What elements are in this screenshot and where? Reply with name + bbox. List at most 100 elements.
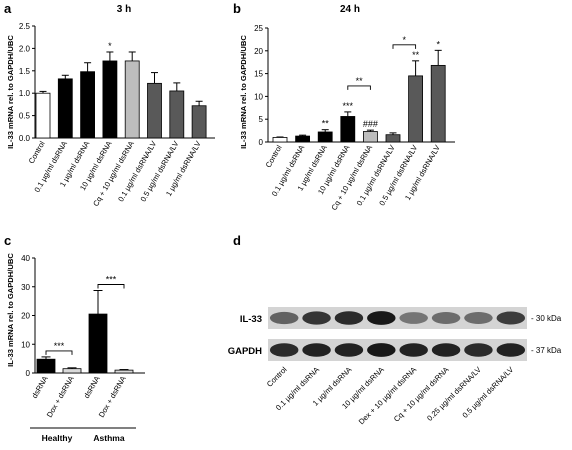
b-bracket-label: ** (356, 76, 364, 86)
a-ytick-label: 0.0 (19, 134, 31, 143)
b-significance-mark: * (436, 39, 440, 49)
b-bar (385, 134, 401, 143)
c-group-label: Healthy (42, 433, 73, 443)
a-bar (80, 71, 95, 139)
a-category-label: Control (27, 139, 47, 165)
c-category-label: Dox + dsRNA (97, 374, 128, 419)
b-significance-mark: *** (343, 101, 354, 111)
a-bar (35, 92, 51, 139)
a-category-label: Cq + 10 µg/ml dsRNA (91, 139, 136, 208)
b-comparison-bracket (392, 44, 417, 49)
c-category-label: dsRNA (30, 374, 50, 400)
blot-lane-label: Cq + 10 µg/ml dsRNA (392, 364, 451, 423)
b-ytick-label: 15 (254, 70, 263, 79)
panel-b-title: 24 h (340, 4, 360, 15)
b-significance-mark: ### (363, 119, 378, 129)
a-significance-mark: * (108, 41, 112, 51)
c-category-label: Dox + dsRNA (45, 374, 76, 419)
panel-c-label: c (4, 233, 11, 248)
b-significance-mark: ** (412, 50, 420, 60)
blot-band (302, 343, 331, 357)
panel-d-label: d (233, 233, 241, 248)
a-bar (191, 105, 207, 139)
c-ytick-label: 0 (26, 369, 31, 378)
b-bar (340, 116, 356, 143)
panel-c-ylabel: IL-33 mRNA rel. to GAPDH/UBC (6, 253, 15, 367)
c-comparison-bracket (97, 284, 125, 289)
c-category-label: dsRNA (82, 374, 102, 400)
c-bracket-label: *** (54, 341, 65, 351)
blot-band (399, 312, 428, 324)
panel-a-title: 3 h (117, 4, 131, 15)
c-ytick-label: 30 (21, 283, 30, 292)
b-bar (430, 64, 446, 143)
b-ytick-label: 25 (254, 24, 263, 33)
blot-band (464, 343, 493, 357)
blot-lane-label: Control (265, 365, 289, 389)
a-ytick-label: 2.5 (19, 22, 31, 31)
b-ytick-label: 20 (254, 47, 263, 56)
c-bar (114, 369, 134, 374)
b-category-label: Cq + 10 µg/ml dsRNA (329, 143, 374, 212)
b-bar (362, 131, 378, 143)
panel-b-label: b (233, 1, 241, 16)
c-bracket-label: *** (106, 274, 117, 284)
c-comparison-bracket (45, 350, 73, 355)
blot-band (367, 311, 396, 325)
b-ytick-label: 10 (254, 92, 263, 101)
blot-band (399, 343, 428, 357)
panel-b-ylabel: IL-33 mRNA rel. to GAPDH/UBC (239, 35, 248, 149)
blot-band (431, 312, 461, 324)
a-ytick-label: 1.5 (19, 67, 31, 76)
blot-strip (268, 307, 527, 329)
a-bar (124, 60, 140, 139)
blot-band (334, 311, 364, 325)
blot-row-label: GAPDH (228, 346, 262, 357)
c-group-label: Asthma (93, 433, 124, 443)
b-bar (272, 137, 288, 143)
c-ytick-label: 20 (21, 312, 30, 321)
a-bar (102, 60, 118, 139)
a-bar (147, 82, 162, 139)
a-ytick-label: 0.5 (19, 112, 31, 121)
panel-a-label: a (4, 1, 12, 16)
blot-band (302, 311, 331, 325)
b-significance-mark: ** (322, 119, 330, 129)
b-ytick-label: 0 (259, 138, 264, 147)
blot-strip (268, 339, 527, 361)
a-bar (169, 90, 185, 139)
blot-row-label: IL-33 (240, 314, 262, 325)
c-ytick-label: 40 (21, 254, 30, 263)
blot-band (334, 343, 364, 357)
a-bar (57, 78, 73, 139)
blot-band (431, 343, 461, 357)
b-category-label: Control (264, 143, 284, 169)
b-bar (295, 135, 311, 143)
blot-band (496, 343, 526, 357)
b-comparison-bracket (347, 85, 371, 90)
blot-band (367, 343, 396, 357)
a-ytick-label: 2.0 (19, 44, 31, 53)
blot-band (269, 311, 299, 325)
c-ytick-label: 10 (21, 340, 30, 349)
blot-size-marker: - 30 kDa (531, 314, 562, 323)
blot-lane-label: 0.25 µg/ml dsRNA/LV (425, 364, 483, 422)
blot-lane-label: Dex + 10 µg/ml dsRNA (357, 364, 419, 426)
blot-size-marker: - 37 kDa (531, 346, 562, 355)
panel-a-ylabel: IL-33 mRNA rel. to GAPDH/UBC (6, 35, 15, 149)
c-bar (88, 313, 108, 374)
c-bar (62, 368, 82, 374)
a-ytick-label: 1.0 (19, 89, 31, 98)
blot-band (269, 343, 299, 357)
b-bracket-label: * (403, 35, 407, 45)
blot-band (496, 311, 526, 325)
c-bar (36, 358, 56, 374)
b-bar (317, 131, 333, 143)
b-ytick-label: 5 (259, 115, 264, 124)
b-bar (408, 75, 424, 143)
